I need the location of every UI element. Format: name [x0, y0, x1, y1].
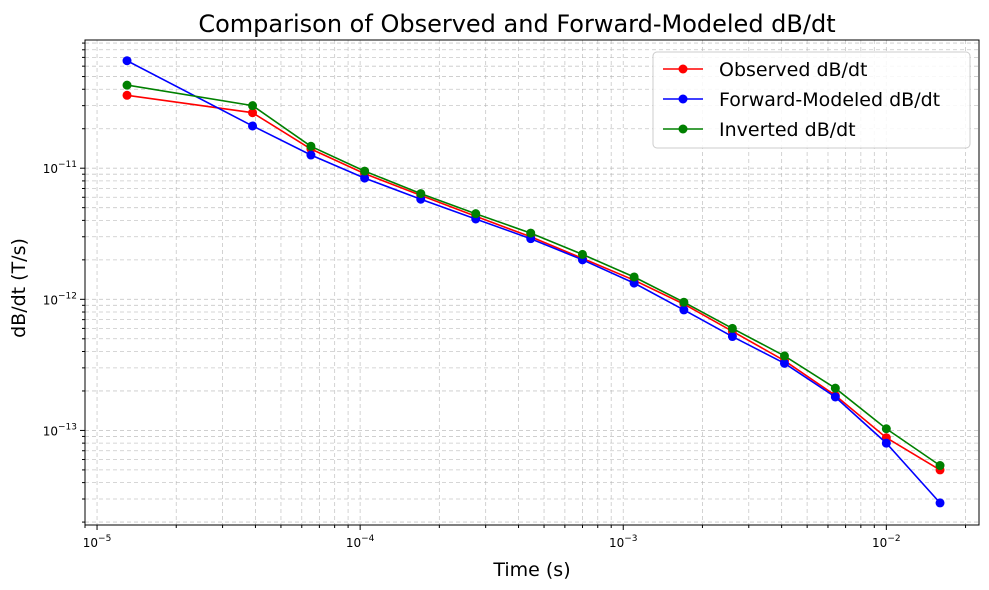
data-point	[830, 383, 840, 393]
data-point	[935, 498, 945, 508]
y-tick-label: 10−11	[43, 160, 77, 176]
data-point	[830, 392, 840, 402]
data-point	[577, 249, 587, 259]
data-point	[122, 56, 132, 66]
legend-marker	[678, 124, 688, 134]
chart-title: Comparison of Observed and Forward-Model…	[198, 10, 835, 38]
grid	[84, 40, 979, 525]
plot-frame	[84, 39, 980, 526]
x-tick-label-base: 10	[872, 536, 887, 550]
data-point	[935, 461, 945, 471]
data-point	[306, 150, 316, 160]
data-point	[679, 305, 689, 315]
data-point	[629, 272, 639, 282]
x-tick-label-exponent: −3	[624, 534, 637, 544]
x-tick-label-base: 10	[346, 536, 361, 550]
series-3	[122, 80, 945, 471]
data-point	[727, 332, 737, 342]
data-point	[881, 438, 891, 448]
y-tick-label: 10−12	[43, 291, 77, 307]
legend-box	[652, 51, 971, 149]
y-tick-label-base: 10	[43, 424, 58, 438]
data-point	[360, 173, 370, 183]
data-point	[881, 424, 891, 434]
legend-label: Inverted dB/dt	[719, 119, 856, 141]
x-tick-label: 10−5	[83, 534, 112, 550]
data-point	[360, 166, 370, 176]
data-point	[248, 121, 258, 131]
series-line	[126, 94, 941, 471]
data-point	[679, 297, 689, 307]
y-tick-label-base: 10	[43, 293, 58, 307]
data-point	[306, 141, 316, 151]
y-tick-label: 10−13	[43, 422, 77, 438]
legend: Observed dB/dt Forward-Modeled dB/dt Inver…	[652, 51, 971, 149]
y-tick-label-base: 10	[43, 162, 58, 176]
legend-label: Observed dB/dt	[719, 59, 867, 81]
x-tick-label: 10−2	[872, 534, 901, 550]
x-tick-label-exponent: −4	[361, 534, 375, 544]
x-tick-label: 10−4	[346, 534, 375, 550]
y-axis-label: dB/dt (T/s)	[8, 238, 30, 338]
x-tick-label-exponent: −5	[98, 534, 111, 544]
data-point	[727, 323, 737, 333]
data-point	[122, 80, 132, 90]
x-tick-label-base: 10	[83, 536, 98, 550]
data-point	[471, 209, 481, 219]
data-point	[526, 228, 536, 238]
series-layer	[122, 56, 945, 508]
data-point	[416, 189, 426, 199]
x-tick-label-base: 10	[609, 536, 624, 550]
y-tick-label-exponent: −13	[58, 422, 77, 432]
data-point	[248, 108, 258, 118]
x-tick-label: 10−3	[609, 534, 638, 550]
legend-label: Forward-Modeled dB/dt	[719, 89, 940, 111]
data-point	[779, 351, 789, 361]
x-tick-label-exponent: −2	[887, 534, 900, 544]
data-point	[122, 90, 132, 100]
x-axis-label: Time (s)	[492, 559, 570, 581]
legend-marker	[678, 64, 688, 74]
y-tick-label-exponent: −12	[58, 291, 77, 301]
legend-marker	[678, 94, 688, 104]
y-tick-label-exponent: −11	[58, 160, 77, 170]
data-point	[248, 101, 258, 111]
data-point	[779, 358, 789, 368]
